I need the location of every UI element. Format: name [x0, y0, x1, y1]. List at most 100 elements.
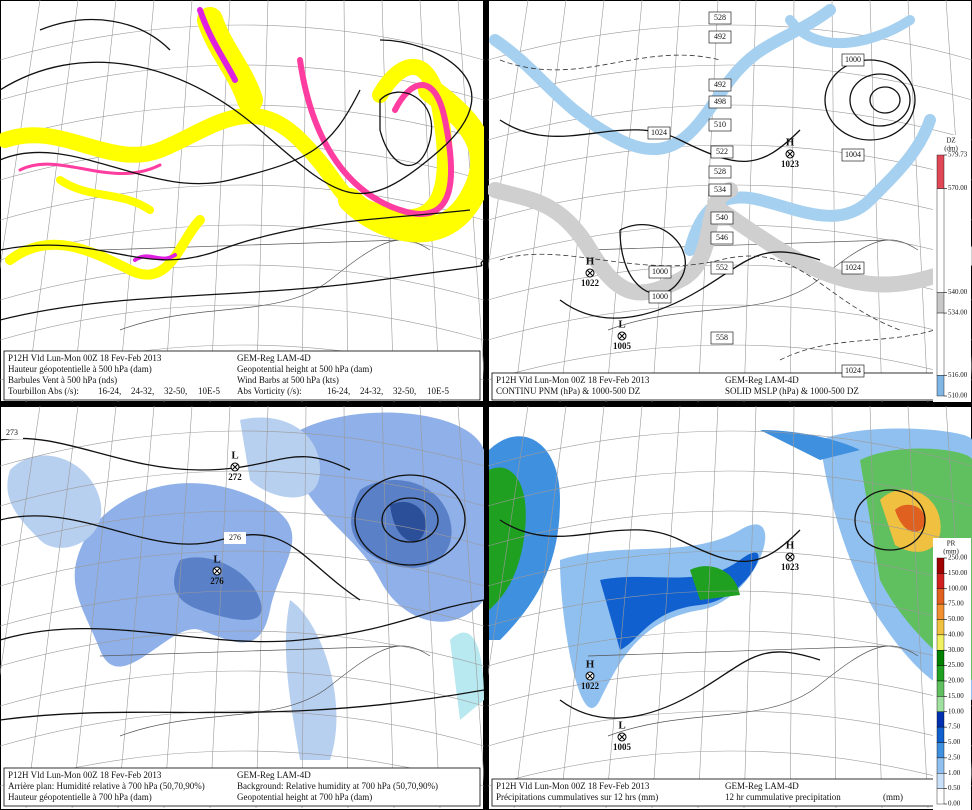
- latitude-line: [0, 710, 484, 747]
- legend-range: 16-24,: [327, 386, 350, 396]
- longitude-line: [343, 406, 349, 809]
- contour-label-box: [708, 183, 732, 197]
- latitude-line: [488, 304, 972, 341]
- colorbar-label: 50.00: [948, 615, 964, 623]
- longitude-line: [651, 0, 681, 402]
- latitude-line: [488, 710, 972, 747]
- caption-text: CONTINU PNM (hPa) & 1000-500 DZ: [496, 386, 640, 396]
- colorbar-label: 75.00: [948, 600, 964, 608]
- legend-range: 32-50,: [393, 386, 416, 396]
- colorbar-segment: [936, 680, 945, 697]
- center-type: H: [786, 540, 795, 552]
- colorbar-label: 579.73: [948, 151, 968, 159]
- contour-label-box: [708, 118, 732, 132]
- colorbar-label: 1.00: [948, 769, 961, 777]
- caption-text: Wind Barbs at 500 hPa (kts): [237, 375, 339, 385]
- caption-text: Geopotential height at 500 hPa (dam): [237, 364, 372, 374]
- colorbar-segment: [936, 650, 945, 666]
- contour-label: 492: [714, 32, 726, 41]
- coast-border: [99, 645, 401, 657]
- colorbar-label: 510.00: [948, 392, 968, 400]
- colorbar-segment: [936, 711, 945, 728]
- caption-text: Barbules Vent à 500 hPa (nds): [8, 375, 117, 385]
- longitude-line: [163, 406, 193, 809]
- legend-label: Abs Vorticity (/s):: [237, 386, 302, 396]
- panel-700hpa: [0, 406, 484, 809]
- contour-label-box: [708, 165, 732, 179]
- longitude-line: [0, 406, 41, 677]
- colorbar-title: PR: [947, 540, 956, 548]
- longitude-line: [209, 406, 231, 809]
- colorbar-segment: [936, 742, 945, 759]
- caption-text: Précipitations cummulatives sur 12 hrs (…: [496, 792, 658, 802]
- latitude-line: [488, 344, 972, 381]
- center-marker: [231, 463, 239, 471]
- colorbar-segment: [936, 619, 945, 636]
- caption-text: P12H Vld Lun-Mon 00Z 18 Fev-Feb 2013: [496, 781, 650, 791]
- colorbar-segment: [936, 375, 945, 397]
- caption-text: Background: Relative humidity at 700 hPa…: [237, 781, 438, 791]
- center-marker: [586, 672, 594, 680]
- longitude-line: [697, 406, 719, 809]
- contour-label-box: [841, 148, 865, 162]
- colorbar-label: 25.00: [948, 661, 964, 669]
- caption-text: Arrière plan: Humidité relative à 700 hP…: [8, 781, 205, 791]
- longitude-line: [71, 406, 117, 809]
- caption-text: Geopotential height at 700 hPa (dam): [237, 792, 372, 802]
- colorbar-segment: [936, 312, 945, 376]
- center-value: 272: [228, 472, 242, 482]
- longitude-line: [117, 406, 155, 809]
- longitude-line: [301, 0, 307, 402]
- longitude-line: [605, 0, 643, 402]
- caption-text: 12 hr cummulative precipitation: [725, 792, 841, 802]
- contour-label: 492: [714, 80, 726, 89]
- latitude-line: [0, 470, 484, 507]
- center-type: L: [618, 319, 625, 331]
- latitude-line: [488, 550, 972, 587]
- longitude-line: [907, 406, 929, 809]
- contour-label: 1000: [845, 55, 861, 64]
- height-contours: [0, 19, 484, 321]
- colorbar-segment: [936, 726, 945, 743]
- isobars: [499, 489, 926, 719]
- longitude-line: [697, 0, 719, 402]
- contour-label: 528: [714, 167, 726, 176]
- coast-border: [99, 239, 401, 251]
- colorbar-label: 250.00: [948, 554, 968, 562]
- contour-label-box: [841, 261, 865, 275]
- colorbar-segment: [936, 588, 945, 605]
- contour-label: 522: [716, 147, 728, 156]
- colorbar-segment: [936, 788, 945, 805]
- longitude-line: [71, 0, 117, 402]
- legend-range: 24-32,: [360, 386, 383, 396]
- latitude-line: [0, 590, 484, 627]
- longitude-line: [651, 406, 681, 809]
- caption-text: Hauteur géopotentielle à 500 hPa (dam): [8, 364, 152, 374]
- longitude-line: [301, 406, 307, 809]
- contour-label: 1024: [651, 128, 667, 137]
- contour-label-box: [647, 126, 671, 140]
- colorbar-title: DZ: [946, 137, 955, 145]
- legend-unit: 10E-5: [427, 386, 449, 396]
- legend-range: 16-24,: [98, 386, 121, 396]
- contour-label: 273: [6, 428, 18, 437]
- contour-label-box: [710, 145, 734, 159]
- longitude-line: [25, 0, 79, 402]
- caption-text: SOLID MSLP (hPa) & 1000-500 DZ: [725, 386, 859, 396]
- longitude-line: [831, 406, 837, 809]
- contour-label: 552: [716, 263, 728, 272]
- center-marker: [786, 150, 794, 158]
- longitude-line: [559, 0, 605, 402]
- legend-unit: 10E-5: [198, 386, 220, 396]
- caption-text: P12H Vld Lun-Mon 00Z 18 Fev-Feb 2013: [496, 375, 650, 385]
- colorbar-label: 100.00: [948, 584, 968, 592]
- coast-border: [587, 645, 889, 657]
- latitude-line: [0, 264, 484, 301]
- latitude-line: [0, 184, 484, 221]
- longitude-line: [419, 406, 441, 809]
- contour-label-box: [708, 95, 732, 109]
- latitude-line: [488, 590, 972, 627]
- contour-label-box: [648, 290, 672, 304]
- center-value: 1005: [613, 341, 632, 351]
